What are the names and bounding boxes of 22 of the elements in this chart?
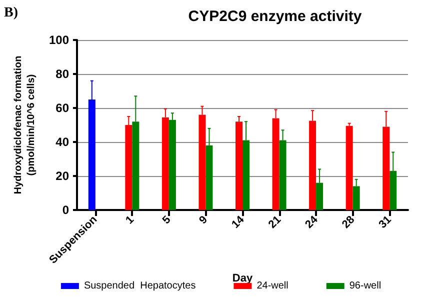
y-tick-label: 40 [56, 135, 70, 149]
x-tick-label: 21 [266, 214, 284, 231]
y-tick-label: 100 [48, 33, 70, 47]
x-tick-label: 14 [230, 213, 248, 231]
y-tick-label: 60 [56, 101, 70, 115]
x-tick-label: 1 [124, 214, 136, 227]
y-tick-label: 20 [56, 169, 70, 183]
x-tick-label: 5 [160, 214, 174, 227]
text: B) [4, 6, 18, 20]
legend-label: 96-well [349, 280, 382, 292]
y-axis-title: Hydroxydiclofenac formation (pmol/min/10^6 cells) [13, 56, 38, 194]
bar [346, 126, 353, 210]
x-tick-label: 31 [376, 214, 394, 231]
legend-label: 24-well [256, 280, 288, 292]
x-tick-label: 9 [197, 214, 210, 227]
x-axis-title: Day [232, 272, 254, 284]
y-tick-label: 80 [56, 67, 70, 81]
chart-title: CYP2C9 enzyme activity [188, 8, 362, 25]
x-tick-label: 24 [303, 213, 321, 231]
legend-label: Suspended Hepatocytes [84, 280, 196, 292]
y-tick-label: 0 [62, 203, 70, 217]
x-tick-label: 28 [340, 214, 358, 231]
